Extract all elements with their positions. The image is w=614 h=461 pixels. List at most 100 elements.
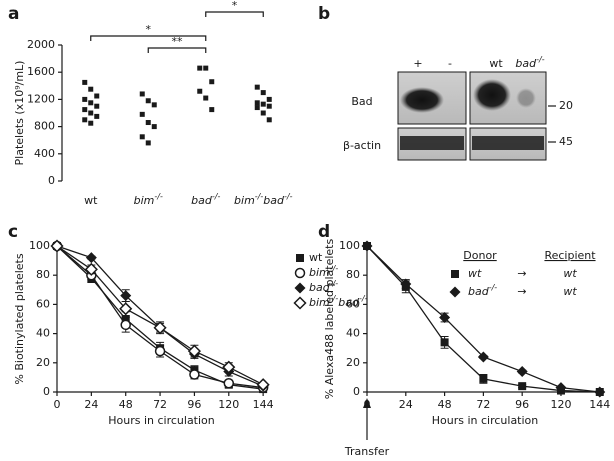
marker xyxy=(400,278,412,290)
legend-label: wt xyxy=(309,251,323,264)
y-axis-title: Platelets (x10⁹/mL) xyxy=(13,61,26,166)
x-tick-label: 144 xyxy=(253,398,274,411)
significance-bracket xyxy=(147,47,207,53)
y-tick-label: 100 xyxy=(29,239,50,252)
y-axis-title: % Biotinylated platelets xyxy=(13,253,26,384)
dot xyxy=(151,102,157,108)
marker xyxy=(449,286,461,298)
dot xyxy=(82,79,88,85)
row-label: Bad xyxy=(351,95,372,108)
marker xyxy=(296,254,304,262)
marker xyxy=(294,267,306,279)
dot xyxy=(145,120,151,126)
band xyxy=(473,79,511,111)
dot xyxy=(260,90,266,96)
y-tick-label: 100 xyxy=(339,239,360,252)
x-tick-label: 96 xyxy=(187,398,201,411)
marker xyxy=(119,302,133,316)
dot xyxy=(254,84,260,90)
marker xyxy=(293,296,307,310)
dot xyxy=(88,86,94,92)
marker xyxy=(189,369,200,380)
marker xyxy=(120,319,131,331)
size-label: 45 xyxy=(559,135,573,148)
x-tick-label: 0 xyxy=(54,398,61,411)
panel-label: d xyxy=(318,222,330,242)
x-tick-label: 48 xyxy=(119,398,133,411)
legend-arrow: → xyxy=(517,267,526,280)
lane-label: wt xyxy=(489,57,503,70)
dot xyxy=(266,117,272,123)
marker xyxy=(187,344,201,358)
marker xyxy=(223,377,235,389)
x-tick-label: 144 xyxy=(589,398,610,411)
dot xyxy=(151,124,157,130)
x-tick-label: 120 xyxy=(550,398,571,411)
band xyxy=(472,136,544,150)
row-label: β-actin xyxy=(343,139,381,152)
y-tick-label: 2000 xyxy=(27,38,55,51)
y-tick-label: 1600 xyxy=(27,65,55,78)
y-tick-label: 60 xyxy=(36,297,50,310)
dot xyxy=(94,93,100,99)
y-tick-label: 800 xyxy=(34,120,55,133)
dot xyxy=(82,96,88,102)
y-tick-label: 0 xyxy=(353,385,360,398)
dot xyxy=(203,65,209,71)
dot xyxy=(209,79,215,85)
marker xyxy=(477,351,489,363)
marker xyxy=(440,338,449,347)
marker xyxy=(256,378,270,392)
dot xyxy=(82,107,88,113)
legend-label: bim-/-bad-/- xyxy=(309,294,368,309)
marker xyxy=(479,374,488,383)
y-tick-label: 40 xyxy=(36,327,50,340)
marker xyxy=(84,262,98,276)
legend-header: Donor xyxy=(463,249,497,262)
x-tick-label: 72 xyxy=(476,398,490,411)
band xyxy=(516,88,536,108)
legend-recipient: wt xyxy=(563,267,577,280)
dot xyxy=(145,140,151,146)
dot xyxy=(94,103,100,109)
dot xyxy=(266,96,272,102)
x-tick-label: 120 xyxy=(218,398,239,411)
x-tick-label: 48 xyxy=(438,398,452,411)
panel-label: b xyxy=(318,4,330,24)
panel-label: c xyxy=(8,222,18,242)
annotation: Transfer xyxy=(344,445,390,458)
significance-label: * xyxy=(232,0,238,12)
lane-label: bad-/- xyxy=(515,55,544,70)
panel-label: a xyxy=(8,4,19,24)
marker xyxy=(120,290,132,302)
band xyxy=(400,136,464,150)
legend-recipient: wt xyxy=(563,285,577,298)
x-tick-label: bad-/- xyxy=(191,192,220,207)
marker xyxy=(85,252,97,264)
y-tick-label: 20 xyxy=(36,356,50,369)
y-tick-label: 80 xyxy=(346,268,360,281)
marker xyxy=(518,382,527,391)
significance-label: ** xyxy=(172,35,184,48)
dot xyxy=(88,110,94,116)
dot xyxy=(197,65,203,71)
dot xyxy=(88,120,94,126)
marker xyxy=(555,382,567,394)
dot xyxy=(82,117,88,123)
dot xyxy=(260,101,266,107)
y-tick-label: 60 xyxy=(346,297,360,310)
marker xyxy=(439,312,451,324)
y-tick-label: 0 xyxy=(43,385,50,398)
significance-label: * xyxy=(146,23,152,36)
dot xyxy=(266,103,272,109)
x-tick-label: 24 xyxy=(84,398,98,411)
dot xyxy=(88,100,94,106)
x-tick-label: bim-/- xyxy=(134,192,163,207)
lane-label: + xyxy=(413,57,422,70)
marker xyxy=(451,270,459,278)
marker xyxy=(153,321,167,335)
x-tick-label: 24 xyxy=(399,398,413,411)
marker xyxy=(594,386,606,398)
legend-label: wt xyxy=(468,267,482,280)
x-tick-label: bim-/-bad-/- xyxy=(234,192,293,207)
